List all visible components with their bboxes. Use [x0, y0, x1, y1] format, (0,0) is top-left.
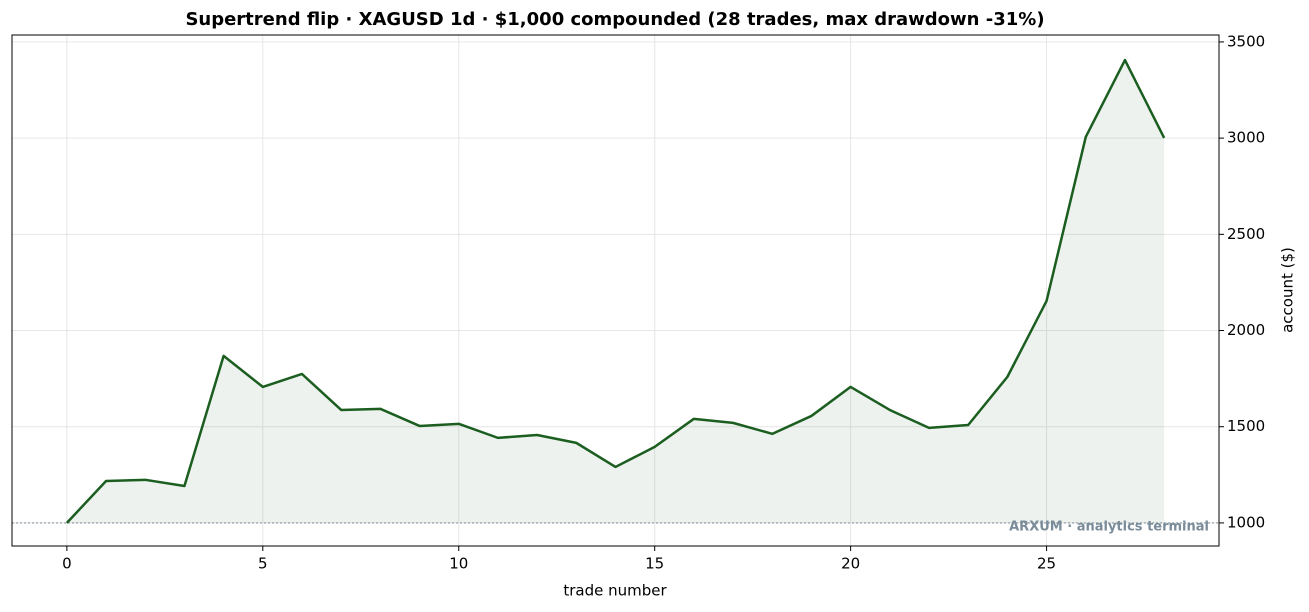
- y-tick-label: 1500: [1227, 417, 1265, 435]
- x-axis-label: trade number: [563, 582, 667, 600]
- x-tick-label: 5: [258, 555, 268, 573]
- y-tick-label: 2000: [1227, 321, 1265, 339]
- x-tick-label: 20: [841, 555, 860, 573]
- x-tick-label: 15: [645, 555, 664, 573]
- y-axis-label: account ($): [1279, 247, 1297, 333]
- x-tick-label: 25: [1037, 555, 1056, 573]
- y-tick-label: 3000: [1227, 129, 1265, 147]
- y-tick-label: 3500: [1227, 32, 1265, 50]
- y-tick-label: 1000: [1227, 513, 1265, 531]
- area-fill: [66, 60, 1165, 523]
- line: [65, 58, 1166, 524]
- watermark: ARXUM · analytics terminal: [1009, 519, 1209, 534]
- plot-frame: [11, 34, 1220, 547]
- x-tick-label: 0: [62, 555, 72, 573]
- y-tick-label: 2500: [1227, 225, 1265, 243]
- chart-title: Supertrend flip · XAGUSD 1d · $1,000 com…: [185, 9, 1044, 30]
- x-tick-label: 10: [449, 555, 468, 573]
